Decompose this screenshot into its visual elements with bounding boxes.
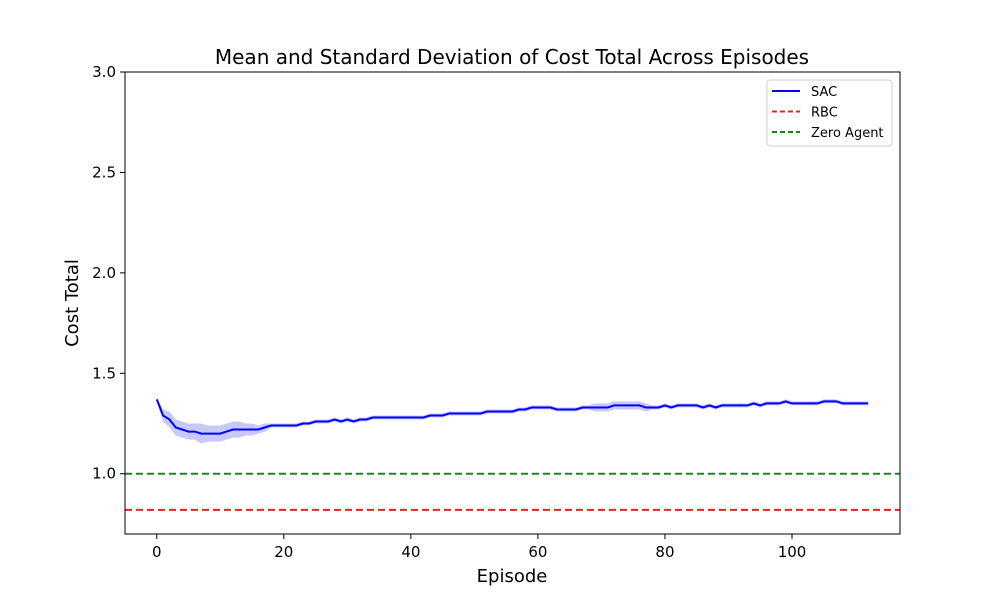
legend: SAC RBC Zero Agent (766, 79, 893, 147)
x-tick-label: 40 (401, 543, 420, 561)
x-tick-label: 0 (152, 543, 162, 561)
x-tick-label: 60 (528, 543, 547, 561)
y-tick-label: 1.5 (92, 364, 116, 382)
x-tick-label: 100 (778, 543, 807, 561)
y-tick-label: 2.5 (92, 163, 116, 181)
legend-label-rbc: RBC (811, 106, 838, 121)
y-tick-label: 1.0 (92, 465, 116, 483)
x-axis-title: Episode (477, 566, 548, 587)
y-axis: 1.0 1.5 2.0 2.5 3.0 (92, 63, 125, 483)
x-tick-label: 20 (274, 543, 293, 561)
x-tick-label: 80 (655, 543, 674, 561)
legend-box (766, 79, 893, 147)
x-axis: 0 20 40 60 80 100 (152, 534, 806, 561)
y-tick-label: 2.0 (92, 264, 116, 282)
legend-label-zero-agent: Zero Agent (811, 126, 884, 141)
plot-frame (124, 71, 901, 535)
sac-std-band (156, 397, 869, 444)
sac-mean-line (155, 399, 869, 435)
y-tick-label: 3.0 (92, 63, 116, 81)
y-axis-title: Cost Total (62, 259, 83, 347)
legend-label-sac: SAC (811, 85, 837, 100)
chart-title: Mean and Standard Deviation of Cost Tota… (215, 45, 809, 69)
